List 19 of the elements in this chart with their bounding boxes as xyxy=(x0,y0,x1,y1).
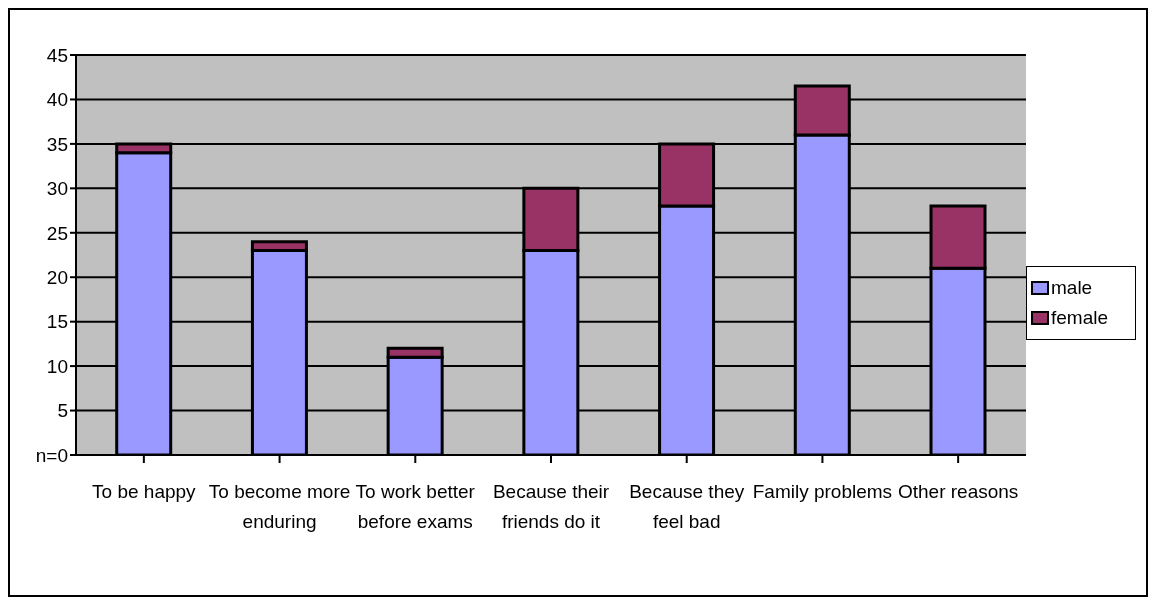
x-tick-label: Family problems xyxy=(752,481,893,503)
x-tick-label: To work better before exams xyxy=(355,481,476,533)
y-tick-label: 30 xyxy=(46,178,68,200)
y-tick-label: 5 xyxy=(57,400,68,422)
y-tick-label: 35 xyxy=(46,133,68,155)
y-tick-label: 20 xyxy=(46,266,68,288)
y-tick-label: n=0 xyxy=(35,444,68,466)
x-tick-label: To become more enduring xyxy=(208,481,351,533)
y-tick-label: 45 xyxy=(46,44,68,66)
y-tick-label: 10 xyxy=(46,355,68,377)
x-tick-label: Because they feel bad xyxy=(629,481,745,533)
legend-label: female xyxy=(1051,306,1109,329)
legend-label: male xyxy=(1051,276,1093,299)
x-tick-label: Because their friends do it xyxy=(492,481,610,533)
y-tick-label: 15 xyxy=(46,311,68,333)
x-tick-label: Other reasons xyxy=(897,481,1019,503)
y-tick-label: 40 xyxy=(46,89,68,111)
x-tick-label: To be happy xyxy=(92,481,197,503)
y-tick-label: 25 xyxy=(46,222,68,244)
